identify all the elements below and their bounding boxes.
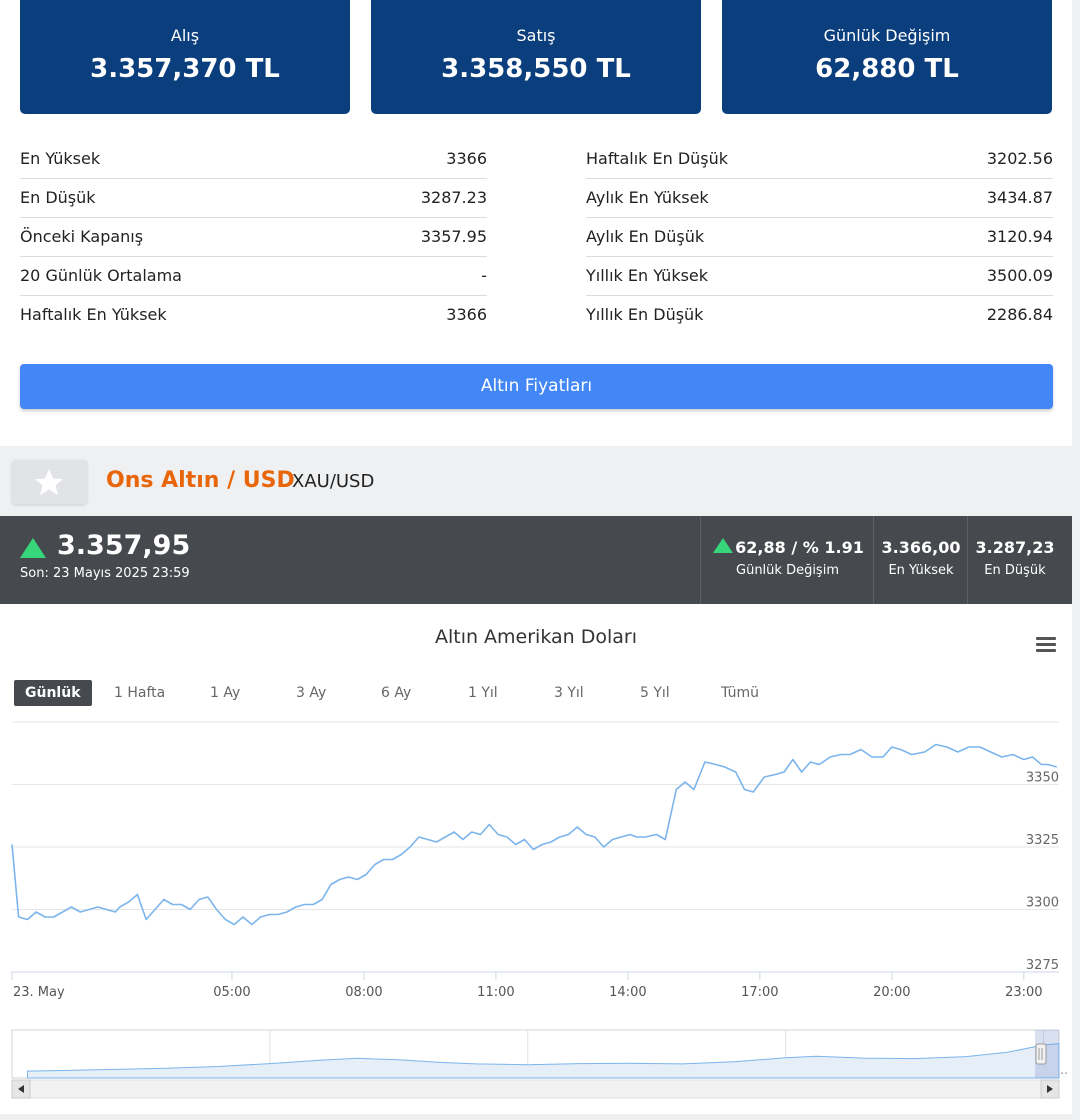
low-cell: 3.287,23 En Düşük (967, 516, 1062, 604)
stat-value: 3434.87 (986, 188, 1053, 207)
high-value: 3.366,00 (881, 538, 961, 557)
stat-label: Yıllık En Yüksek (586, 266, 709, 285)
stat-row: Yıllık En Düşük 2286.84 (586, 296, 1053, 334)
stat-row: Önceki Kapanış 3357.95 (20, 218, 487, 257)
last-price: 3.357,95 (57, 530, 191, 561)
buy-value: 3.357,370 TL (90, 54, 280, 84)
stat-label: Önceki Kapanış (20, 227, 144, 246)
up-arrow-icon (713, 538, 733, 553)
x-tick-label: 23. May (13, 985, 65, 1000)
stat-row: 20 Günlük Ortalama - (20, 257, 487, 296)
low-label: En Düşük (984, 563, 1046, 578)
stat-value: 3287.23 (420, 188, 487, 207)
stat-value: 2286.84 (986, 305, 1053, 324)
stat-row: En Yüksek 3366 (20, 140, 487, 179)
range-button-3-months[interactable]: 3 Ay (296, 685, 327, 701)
stat-row: Aylık En Düşük 3120.94 (586, 218, 1053, 257)
stat-label: Aylık En Düşük (586, 227, 705, 246)
stat-label: Aylık En Yüksek (586, 188, 709, 207)
daily-change-card: Günlük Değişim 62,880 TL (722, 0, 1052, 114)
stat-label: En Düşük (20, 188, 96, 207)
sell-label: Satış (516, 26, 556, 45)
stat-value: 3357.95 (420, 227, 487, 246)
arrow-left-icon (18, 1085, 24, 1093)
buy-price-card: Alış 3.357,370 TL (20, 0, 350, 114)
low-value: 3.287,23 (975, 538, 1055, 557)
range-button-1-week[interactable]: 1 Hafta (114, 685, 166, 701)
stat-row: Aylık En Yüksek 3434.87 (586, 179, 1053, 218)
stats-table-left: En Yüksek 3366 En Düşük 3287.23 Önceki Kap… (20, 140, 487, 334)
range-button-5-years[interactable]: 5 Yıl (640, 685, 670, 701)
stat-row: En Düşük 3287.23 (20, 179, 487, 218)
daily-change-label: Günlük Değişim (736, 563, 839, 578)
price-line-chart[interactable]: 3275 3300 3325 3350 23. May 05:00 08:00 11:00 14… (0, 604, 1072, 1114)
stat-value: 3500.09 (986, 266, 1053, 285)
series-line (11, 743, 1058, 926)
x-tick-label: 11:00 (477, 985, 514, 1000)
x-tick-label: 17:00 (741, 985, 778, 1000)
x-tick-label: 20:00 (873, 985, 910, 1000)
y-tick-label: 3275 (1026, 958, 1059, 973)
y-tick-label: 3300 (1026, 896, 1059, 911)
up-arrow-icon (20, 538, 46, 558)
stat-label: Haftalık En Düşük (586, 149, 729, 168)
range-button-daily[interactable]: Günlük (14, 680, 92, 706)
arrow-right-icon (1047, 1085, 1053, 1093)
daily-change-cell: 62,88 / % 1.91 Günlük Değişim (700, 516, 874, 604)
star-icon (35, 469, 63, 495)
buy-label: Alış (170, 26, 200, 45)
range-button-3-years[interactable]: 3 Yıl (554, 685, 584, 701)
stat-value: 3366 (446, 149, 487, 168)
stat-label: En Yüksek (20, 149, 101, 168)
gold-prices-button[interactable]: Altın Fiyatları (20, 364, 1053, 409)
high-cell: 3.366,00 En Yüksek (873, 516, 968, 604)
y-tick-label: 3350 (1026, 771, 1059, 786)
range-button-all[interactable]: Tümü (721, 685, 760, 701)
daily-change-label: Günlük Değişim (823, 26, 951, 45)
stat-row: Yıllık En Yüksek 3500.09 (586, 257, 1053, 296)
range-button-1-month[interactable]: 1 Ay (210, 685, 241, 701)
y-tick-label: 3325 (1026, 833, 1059, 848)
stat-value: 3120.94 (986, 227, 1053, 246)
stat-value: 3366 (446, 305, 487, 324)
stat-label: Haftalık En Yüksek (20, 305, 167, 324)
range-button-6-months[interactable]: 6 Ay (381, 685, 412, 701)
chart-title: Altın Amerikan Doları (434, 626, 638, 648)
daily-change-value: 62,88 / % 1.91 (735, 538, 864, 557)
quote-bar: 3.357,95 Son: 23 Mayıs 2025 23:59 62,88 … (0, 516, 1072, 604)
stat-row: Haftalık En Düşük 3202.56 (586, 140, 1053, 179)
scrollbar-track[interactable] (11, 1079, 1060, 1099)
sell-value: 3.358,550 TL (441, 54, 631, 84)
x-tick-label: 05:00 (213, 985, 250, 1000)
range-button-1-year[interactable]: 1 Yıl (468, 685, 498, 701)
favorite-button[interactable] (12, 460, 87, 504)
x-tick-label: 14:00 (609, 985, 646, 1000)
instrument-title: Ons Altın / USD (106, 468, 295, 493)
instrument-code: XAU/USD (292, 471, 375, 492)
chart-panel: Altın Amerikan Doları Günlük 1 Hafta 1 A… (0, 604, 1072, 1114)
stat-label: Yıllık En Düşük (586, 305, 704, 324)
navigator-handle[interactable] (1035, 1043, 1047, 1065)
stat-row: Haftalık En Yüksek 3366 (20, 296, 487, 334)
navigator-line (27, 1043, 1060, 1079)
stat-value: 3202.56 (986, 149, 1053, 168)
stat-label: 20 Günlük Ortalama (20, 266, 182, 285)
sell-price-card: Satış 3.358,550 TL (371, 0, 701, 114)
x-tick-label: 08:00 (345, 985, 382, 1000)
hamburger-menu-icon[interactable] (1036, 637, 1056, 653)
last-update-time: Son: 23 Mayıs 2025 23:59 (20, 566, 190, 581)
stats-table-right: Haftalık En Düşük 3202.56 Aylık En Yüksek… (586, 140, 1053, 334)
stat-value: - (481, 266, 487, 285)
price-summary-panel: Alış 3.357,370 TL Satış 3.358,550 TL Gün… (0, 0, 1072, 446)
high-label: En Yüksek (888, 563, 954, 578)
daily-change-value: 62,880 TL (815, 54, 959, 84)
x-tick-label: 23:00 (1005, 985, 1042, 1000)
